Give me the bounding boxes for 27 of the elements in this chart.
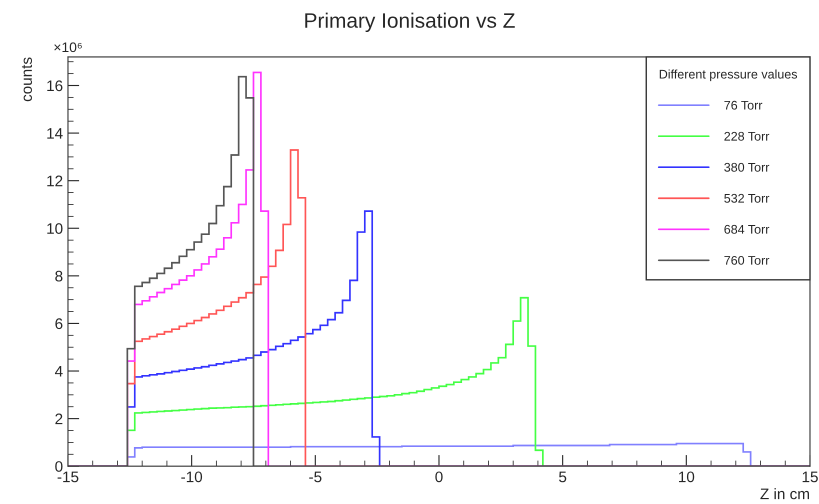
x-tick-label: 15: [802, 472, 818, 482]
y-tick-label: 10: [47, 223, 63, 234]
legend-label: 684 Torr: [724, 224, 770, 234]
y-tick-label: 6: [55, 318, 62, 330]
y-tick-label: 2: [55, 413, 62, 424]
y-tick-label: 4: [54, 366, 63, 377]
x-axis-title: Z in cm: [760, 488, 809, 500]
legend-label: 760 Torr: [724, 256, 770, 265]
legend-label: 380 Torr: [724, 162, 770, 172]
y-tick-label: 16: [47, 80, 62, 92]
x-tick-label: -5: [309, 472, 322, 482]
y-tick-label: 14: [47, 128, 63, 139]
text: ×10⁶: [54, 42, 82, 52]
y-axis-title: counts: [22, 58, 32, 102]
legend-label: 228 Torr: [724, 132, 770, 141]
legend-label: 76 Torr: [724, 100, 762, 110]
x-tick-label: 5: [559, 472, 566, 482]
y-tick-label: 8: [55, 270, 62, 282]
y-tick-label: 12: [47, 176, 62, 186]
x-tick-label: 10: [678, 471, 694, 482]
x-tick-label: 0: [435, 471, 443, 482]
x-tick-label: -10: [181, 471, 202, 482]
legend-label: 532 Torr: [724, 194, 770, 203]
chart-title: Primary Ionisation vs Z: [305, 12, 515, 32]
legend-title: Different pressure values: [660, 69, 798, 82]
y-tick-label: 0: [55, 461, 63, 472]
x-tick-label: -15: [58, 472, 78, 482]
